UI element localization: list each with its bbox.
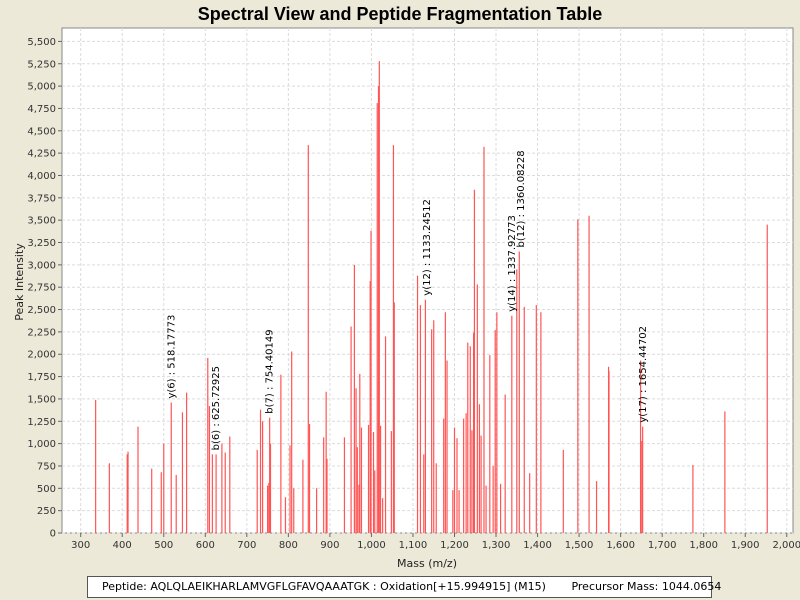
y-tick-label: 5,250: [27, 59, 56, 70]
y-tick-label: 4,750: [27, 104, 56, 115]
y-tick-label: 500: [37, 484, 56, 495]
x-tick-label: 1,900: [731, 540, 760, 551]
x-tick-label: 800: [279, 540, 298, 551]
x-tick-label: 2,000: [772, 540, 800, 551]
x-tick-label: 600: [196, 540, 215, 551]
y-tick-label: 1,750: [27, 372, 56, 383]
x-tick-label: 1,500: [565, 540, 594, 551]
fragment-annotation: y(6) : 518.17773: [166, 315, 177, 399]
peaks-layer: [95, 61, 768, 533]
x-axis-label: Mass (m/z): [397, 557, 457, 570]
y-tick-label: 2,250: [27, 327, 56, 338]
x-tick-label: 1,400: [523, 540, 552, 551]
fragment-annotation: b(6) : 625.72925: [211, 366, 222, 450]
x-tick-label: 1,100: [399, 540, 428, 551]
y-tick-label: 1,250: [27, 417, 56, 428]
x-tick-label: 1,700: [648, 540, 677, 551]
x-tick-label: 1,800: [689, 540, 718, 551]
y-tick-label: 3,250: [27, 238, 56, 249]
y-tick-label: 4,250: [27, 149, 56, 160]
y-tick-label: 5,000: [27, 82, 56, 93]
y-tick-label: 1,500: [27, 394, 56, 405]
y-tick-label: 3,750: [27, 193, 56, 204]
x-tick-label: 500: [154, 540, 173, 551]
y-tick-label: 4,000: [27, 171, 56, 182]
y-tick-label: 1,000: [27, 439, 56, 450]
fragment-annotation: y(12) : 1133.24512: [422, 199, 433, 296]
y-tick-label: 750: [37, 461, 56, 472]
x-tick-label: 1,600: [606, 540, 635, 551]
y-tick-label: 250: [37, 506, 56, 517]
x-tick-label: 700: [237, 540, 256, 551]
x-tick-label: 1,300: [482, 540, 511, 551]
fragment-annotation: y(17) : 1654.44702: [638, 326, 649, 423]
precursor-mass: Precursor Mass: 1044.0654: [571, 580, 722, 593]
x-tick-label: 400: [113, 540, 132, 551]
x-tick-label: 300: [71, 540, 90, 551]
axes-layer: 300 400 500 600 700 800 900 1,000 1,100 1,200 1,30…: [27, 37, 800, 551]
x-tick-label: 1,000: [357, 540, 386, 551]
plot-area[interactable]: [61, 27, 794, 534]
chart-title: Spectral View and Peptide Fragmentation …: [198, 4, 602, 24]
y-tick-label: 3,500: [27, 216, 56, 227]
x-tick-label: 1,200: [440, 540, 469, 551]
fragment-annotation: b(7) : 754.40149: [264, 329, 275, 413]
fragment-annotation: y(14) : 1337.92773: [507, 215, 518, 312]
y-tick-label: 0: [50, 529, 56, 540]
y-tick-label: 2,000: [27, 350, 56, 361]
y-tick-label: 2,500: [27, 305, 56, 316]
y-tick-label: 3,000: [27, 260, 56, 271]
peptide-info-box: Peptide: AQLQLAEIKHARLAMVGFLGFAVQAAATGK …: [87, 576, 721, 598]
y-tick-label: 2,750: [27, 283, 56, 294]
y-tick-label: 5,500: [27, 37, 56, 48]
y-axis-label: Peak Intensity: [13, 243, 26, 321]
y-tick-label: 4,500: [27, 126, 56, 137]
x-tick-label: 900: [320, 540, 339, 551]
fragment-annotation: b(12) : 1360.08228: [516, 150, 527, 247]
annotations-layer: y(6) : 518.17773 b(6) : 625.72925 b(7) : 7…: [166, 150, 649, 450]
grid-lines: [62, 28, 793, 534]
peptide-sequence: Peptide: AQLQLAEIKHARLAMVGFLGFAVQAAATGK …: [102, 580, 546, 593]
